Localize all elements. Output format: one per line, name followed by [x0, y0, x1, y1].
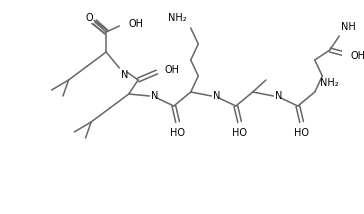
Text: OH: OH	[351, 51, 364, 61]
Text: OH: OH	[129, 19, 144, 29]
Text: OH: OH	[165, 65, 179, 75]
Text: NH: NH	[341, 22, 356, 32]
Text: N: N	[151, 91, 159, 101]
Text: O: O	[86, 13, 93, 23]
Text: N: N	[213, 91, 221, 101]
Text: N: N	[121, 70, 128, 80]
Text: NH₂: NH₂	[320, 78, 339, 88]
Text: HO: HO	[170, 128, 185, 138]
Text: NH₂: NH₂	[169, 13, 187, 23]
Text: HO: HO	[294, 128, 309, 138]
Text: HO: HO	[232, 128, 247, 138]
Text: N: N	[275, 91, 283, 101]
